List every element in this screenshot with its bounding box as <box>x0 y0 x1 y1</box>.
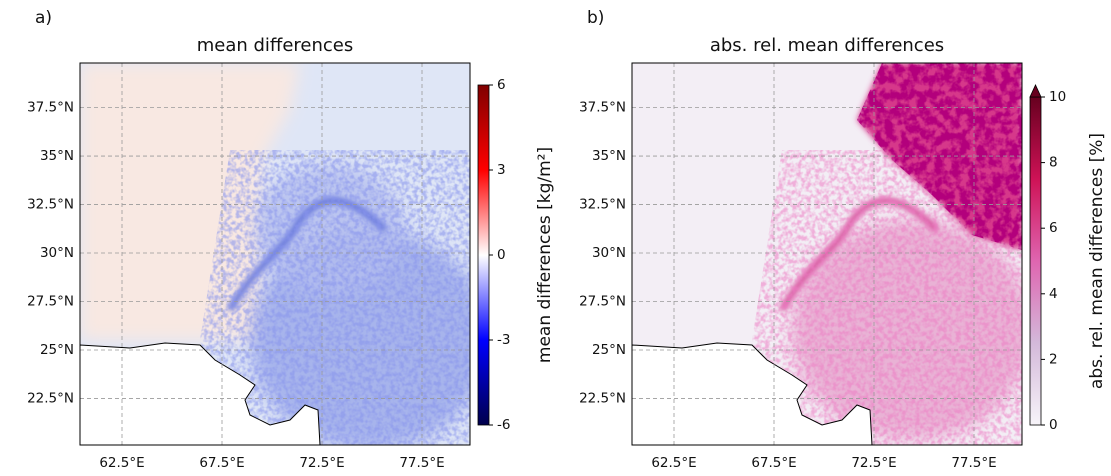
x-tick-label: 77.5°E <box>399 455 444 471</box>
y-tick-label: 35°N <box>40 148 74 164</box>
colorbar-tick-label: 2 <box>1049 351 1058 367</box>
map-raster <box>632 63 1022 445</box>
x-tick-label: 77.5°E <box>951 455 996 471</box>
map-frame <box>631 62 1023 446</box>
x-tick-label: 67.5°E <box>199 455 244 471</box>
y-tick-label: 22.5°N <box>27 390 74 406</box>
y-tick-label: 32.5°N <box>579 197 626 213</box>
colorbar-tick-label: -3 <box>497 332 510 348</box>
colorbar <box>1029 96 1042 426</box>
colorbar <box>477 84 490 426</box>
x-tick-label: 72.5°E <box>851 455 896 471</box>
colorbar-tick-label: -6 <box>497 417 510 433</box>
y-tick-label: 32.5°N <box>27 197 74 213</box>
x-tick-label: 72.5°E <box>299 455 344 471</box>
y-tick-label: 25°N <box>592 342 626 358</box>
colorbar-tick-label: 8 <box>1049 155 1058 171</box>
colorbar-tick-label: 4 <box>1049 286 1058 302</box>
colorbar-tick-label: 0 <box>1049 417 1058 433</box>
y-tick-label: 35°N <box>592 148 626 164</box>
y-tick-label: 37.5°N <box>27 100 74 116</box>
x-tick-label: 62.5°E <box>651 455 696 471</box>
colorbar-tick-label: 6 <box>497 77 506 93</box>
x-tick-label: 62.5°E <box>99 455 144 471</box>
colorbar-label: mean differences [kg/m²] <box>535 147 555 363</box>
panel-title: mean differences <box>197 35 354 56</box>
panel-label: a) <box>35 8 52 28</box>
map-raster <box>80 63 470 445</box>
y-tick-label: 22.5°N <box>579 390 626 406</box>
x-tick-label: 67.5°E <box>751 455 796 471</box>
colorbar-tick-label: 0 <box>497 247 506 263</box>
colorbar-tick-label: 6 <box>1049 220 1058 236</box>
y-tick-label: 27.5°N <box>579 294 626 310</box>
colorbar-extend <box>1029 84 1042 98</box>
y-tick-label: 27.5°N <box>27 294 74 310</box>
y-tick-label: 30°N <box>592 245 626 261</box>
colorbar-tick-label: 3 <box>497 162 506 178</box>
panel-title: abs. rel. mean differences <box>710 35 944 56</box>
y-tick-label: 30°N <box>40 245 74 261</box>
colorbar-tick-label: 10 <box>1049 89 1066 105</box>
y-tick-label: 37.5°N <box>579 100 626 116</box>
panel-label: b) <box>587 8 604 28</box>
colorbar-label: abs. rel. mean differences [%] <box>1087 133 1107 389</box>
y-tick-label: 25°N <box>40 342 74 358</box>
map-frame <box>79 62 471 446</box>
